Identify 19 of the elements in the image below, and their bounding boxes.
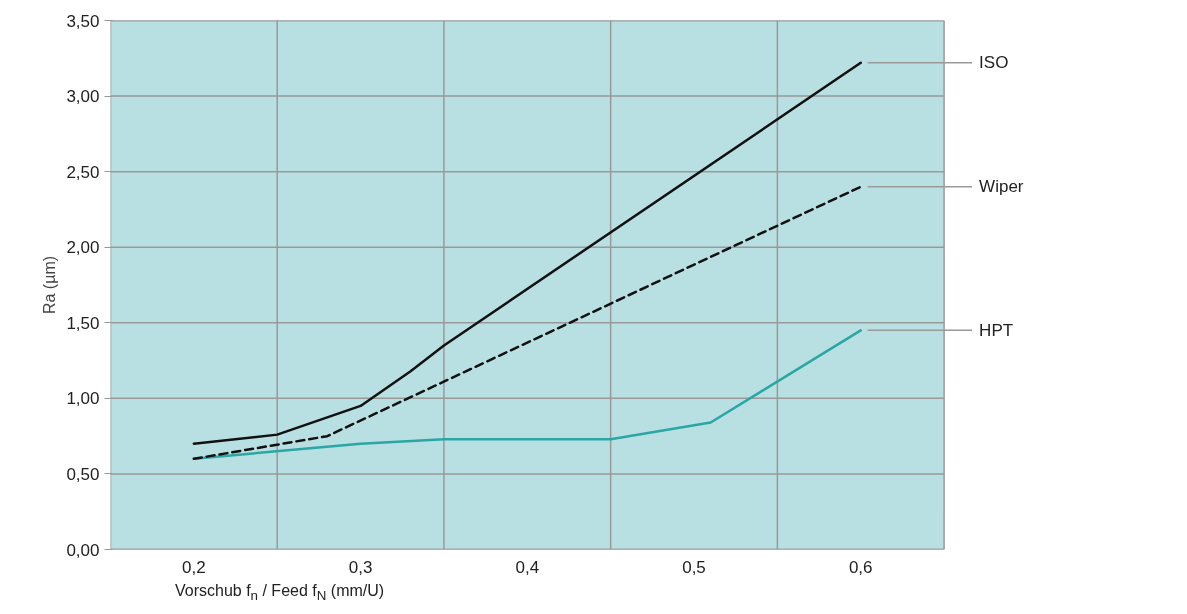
text: Wiper	[979, 177, 1024, 197]
y-tick-label: 1,50	[66, 313, 100, 333]
y-tick-label: 1,00	[66, 389, 100, 409]
x-tick-label: 0,6	[848, 557, 873, 577]
y-tick-label: 2,00	[66, 238, 100, 258]
x-tick-label: 0,5	[682, 557, 706, 577]
x-axis-title: Vorschub f$_{n}$ / Feed f$_{N}$ (mm/U)	[175, 581, 385, 606]
text: ISO	[979, 53, 1009, 73]
y-axis-title: Ra (µm)	[41, 255, 59, 315]
x-tick-label: 0,3	[348, 557, 373, 577]
y-tick-label: 0,50	[66, 464, 100, 484]
text: HPT	[979, 320, 1014, 340]
y-tick-label: 0,00	[66, 540, 100, 560]
y-tick-label: 2,50	[66, 162, 100, 182]
y-tick-label: 3,50	[66, 11, 100, 31]
x-tick-label: 0,2	[182, 557, 206, 577]
x-tick-label: 0,4	[515, 557, 540, 577]
line-series	[192, 61, 862, 445]
y-tick-label: 3,00	[66, 87, 100, 107]
